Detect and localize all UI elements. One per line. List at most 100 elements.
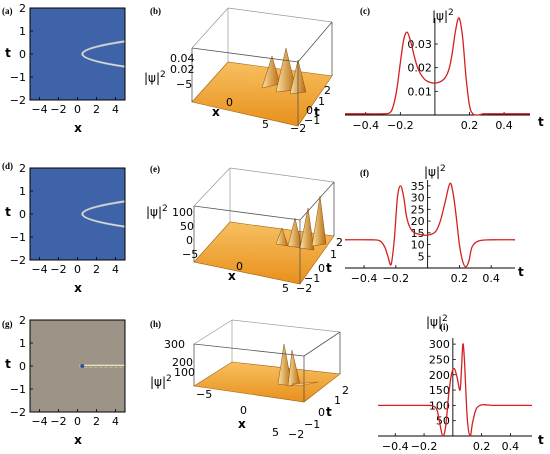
y-tick-label: 2 [19, 162, 26, 175]
panel-label-i: (i) [440, 322, 449, 332]
panel-c-line-plot: (c) |ψ|2 −0.4 −0.2 0.2 0.4 0.010.020.03 t [345, 6, 544, 132]
t-tick: −1 [304, 272, 320, 285]
y-tick-label: −1 [10, 383, 26, 396]
y-axis-ticks: 0.01 0.02 0.03 [407, 38, 438, 98]
x-tick-label: −0.4 [352, 119, 379, 132]
t-tick: 2 [324, 84, 331, 97]
panel-b-surface-plot: (b) |ψ|2 0.04 0.02 −5 0 5 x 2 1 0 −1 −2 … [144, 6, 333, 135]
x-tick-label: −4 [31, 263, 47, 276]
t-tick: 1 [318, 95, 325, 108]
axes [345, 180, 515, 269]
axes [378, 338, 532, 437]
panel-label-d: (d) [2, 161, 13, 171]
x-tick-label: 0.4 [495, 119, 513, 132]
x-axis-label: t [518, 265, 524, 279]
x-axis-label: t [538, 115, 544, 129]
x-tick: 5 [282, 282, 289, 295]
x-tick-label: 4 [112, 103, 119, 116]
intensity-curve [344, 182, 516, 268]
x-tick-label: 0.4 [502, 440, 520, 453]
z-tick: 200 [172, 356, 193, 369]
panel-label-e: (e) [150, 164, 160, 174]
x-tick-label: −2 [50, 103, 66, 116]
t-tick: −2 [290, 122, 306, 135]
y-tick-label: −2 [10, 406, 26, 419]
x-axis-label: t [538, 433, 544, 447]
x-tick: 5 [262, 118, 269, 131]
y-tick-label: 250 [429, 353, 450, 366]
x-tick-label: −2 [50, 263, 66, 276]
x-tick: 0 [236, 260, 243, 273]
box-front-edges [191, 21, 333, 126]
surface-peaks [277, 343, 319, 387]
x-tick-label: −4 [31, 415, 47, 428]
density-background [30, 8, 125, 100]
y-axis-ticks: 2 1 0 −1 −2 [10, 2, 33, 107]
x-tick: 0 [226, 96, 233, 109]
x-tick-label: −0.2 [387, 119, 414, 132]
box-back-edges [193, 319, 341, 362]
y-axis-ticks: 2 1 0 −1 −2 [10, 162, 33, 267]
panel-g-density-plot: (g) −4 −2 0 2 4 210−1−2 x t [2, 314, 126, 447]
t-axis-label: t [314, 105, 320, 119]
x-tick-label: 2 [93, 415, 100, 428]
z-tick: 0 [186, 234, 193, 247]
z-tick: 50 [180, 220, 194, 233]
y-tick-label: 35 [411, 180, 425, 193]
y-tick-label: 1 [19, 25, 26, 38]
x-axis-label: x [74, 121, 82, 135]
z-tick: 300 [164, 338, 185, 351]
t-axis-label: t [326, 405, 332, 419]
y-tick-label: −1 [10, 231, 26, 244]
y-tick-label: −2 [10, 94, 26, 107]
x-tick-label: 0 [74, 415, 81, 428]
x-axis-ticks: −0.4 −0.2 0.2 0.4 [351, 265, 500, 285]
panel-label-a: (a) [2, 6, 13, 16]
y-tick-label: 1 [19, 185, 26, 198]
x-tick-label: −4 [31, 103, 47, 116]
z-axis-label: |ψ|2 [144, 70, 166, 85]
y-axis-label: t [5, 46, 11, 60]
y-tick-label: 0 [19, 208, 26, 221]
y-tick-label: 150 [429, 384, 450, 397]
x-tick-label: 0 [74, 263, 81, 276]
x-tick-label: 2 [93, 103, 100, 116]
t-tick: 2 [336, 236, 343, 249]
x-axis-label: x [212, 105, 220, 119]
y-tick-label: 1 [19, 337, 26, 350]
y-tick-label: 25 [411, 203, 425, 216]
x-axis-ticks: −4 −2 0 2 4 [31, 97, 119, 116]
panel-d-density-plot: (d) −4 −2 0 2 4 210−1−2 x t [2, 161, 126, 295]
panel-h-surface-plot: (h) |ψ|2 300 200 100 −5 0 5 x 2 1 0 −1 −… [150, 319, 349, 441]
y-tick-label: 10 [411, 239, 425, 252]
t-tick: 2 [342, 384, 349, 397]
box-back-edges [193, 167, 335, 222]
x-axis-ticks: −4 −2 0 2 4 [31, 409, 119, 428]
density-background [30, 320, 125, 412]
y-tick-label: 0.01 [407, 85, 432, 98]
intensity-curve [345, 17, 530, 116]
z-tick: 0.02 [170, 63, 195, 76]
z-axis-label: |ψ|2 [146, 204, 168, 219]
x-axis-label: x [238, 417, 246, 431]
y-tick-label: 30 [411, 192, 425, 205]
x-tick-label: −0.2 [411, 440, 438, 453]
t-tick: 0 [306, 104, 313, 117]
t-tick: 1 [334, 394, 341, 407]
box-back-edges [191, 7, 333, 62]
x-tick: 0 [240, 404, 247, 417]
z-tick: 100 [174, 366, 195, 379]
y-tick-label: 200 [429, 369, 450, 382]
y-tick-label: 100 [429, 399, 450, 412]
box-front-edges [193, 331, 341, 402]
t-tick: −1 [304, 114, 320, 127]
y-tick-label: −1 [10, 71, 26, 84]
t-tick: −2 [288, 428, 304, 441]
z-tick: 0.04 [170, 52, 195, 65]
y-tick-label: 0.03 [407, 38, 432, 51]
x-tick-label: 0.2 [473, 440, 491, 453]
t-tick: −1 [304, 418, 320, 431]
